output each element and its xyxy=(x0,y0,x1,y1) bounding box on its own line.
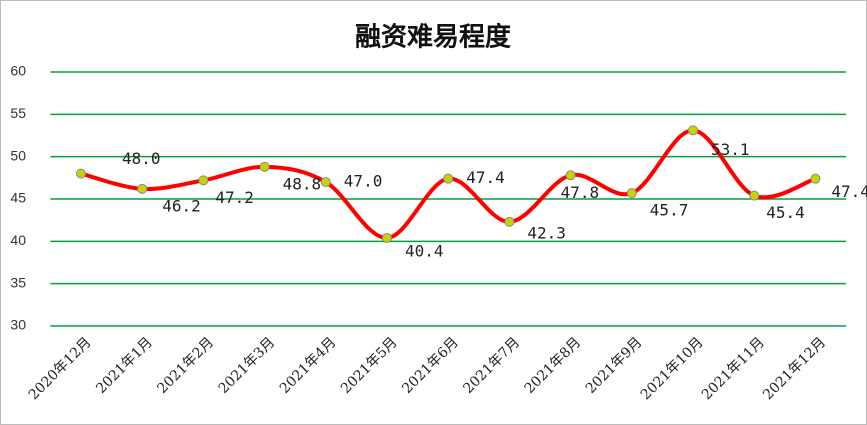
marker xyxy=(749,190,760,201)
value-label: 48.8 xyxy=(283,174,322,193)
marker xyxy=(137,183,148,194)
value-label: 48.0 xyxy=(122,149,161,168)
value-label: 47.2 xyxy=(215,188,254,207)
value-label: 45.4 xyxy=(766,203,805,222)
marker xyxy=(565,170,576,181)
y-tick-label: 60 xyxy=(10,63,26,79)
chart-title: 融资难易程度 xyxy=(355,22,511,53)
y-tick-label: 40 xyxy=(10,232,26,248)
marker xyxy=(382,232,392,243)
y-tick-label: 35 xyxy=(10,274,26,290)
marker xyxy=(443,173,454,184)
value-label: 47.4 xyxy=(831,182,867,201)
value-label: 47.0 xyxy=(344,172,383,191)
y-tick-label: 50 xyxy=(10,147,26,163)
marker xyxy=(320,177,331,188)
value-label: 53.1 xyxy=(711,140,750,159)
marker xyxy=(198,175,209,186)
value-label: 47.4 xyxy=(466,168,505,187)
value-label: 47.8 xyxy=(561,183,600,202)
marker xyxy=(688,125,698,136)
marker xyxy=(504,216,515,227)
marker xyxy=(76,168,86,179)
marker xyxy=(626,188,637,199)
value-label: 42.3 xyxy=(527,223,566,242)
y-tick-label: 55 xyxy=(10,105,26,121)
y-tick-label: 30 xyxy=(10,317,26,333)
value-label: 46.2 xyxy=(162,196,201,215)
marker xyxy=(259,161,270,172)
value-label: 45.7 xyxy=(650,201,689,220)
y-tick-label: 45 xyxy=(10,190,26,206)
value-label: 40.4 xyxy=(405,241,444,260)
marker xyxy=(810,173,821,184)
